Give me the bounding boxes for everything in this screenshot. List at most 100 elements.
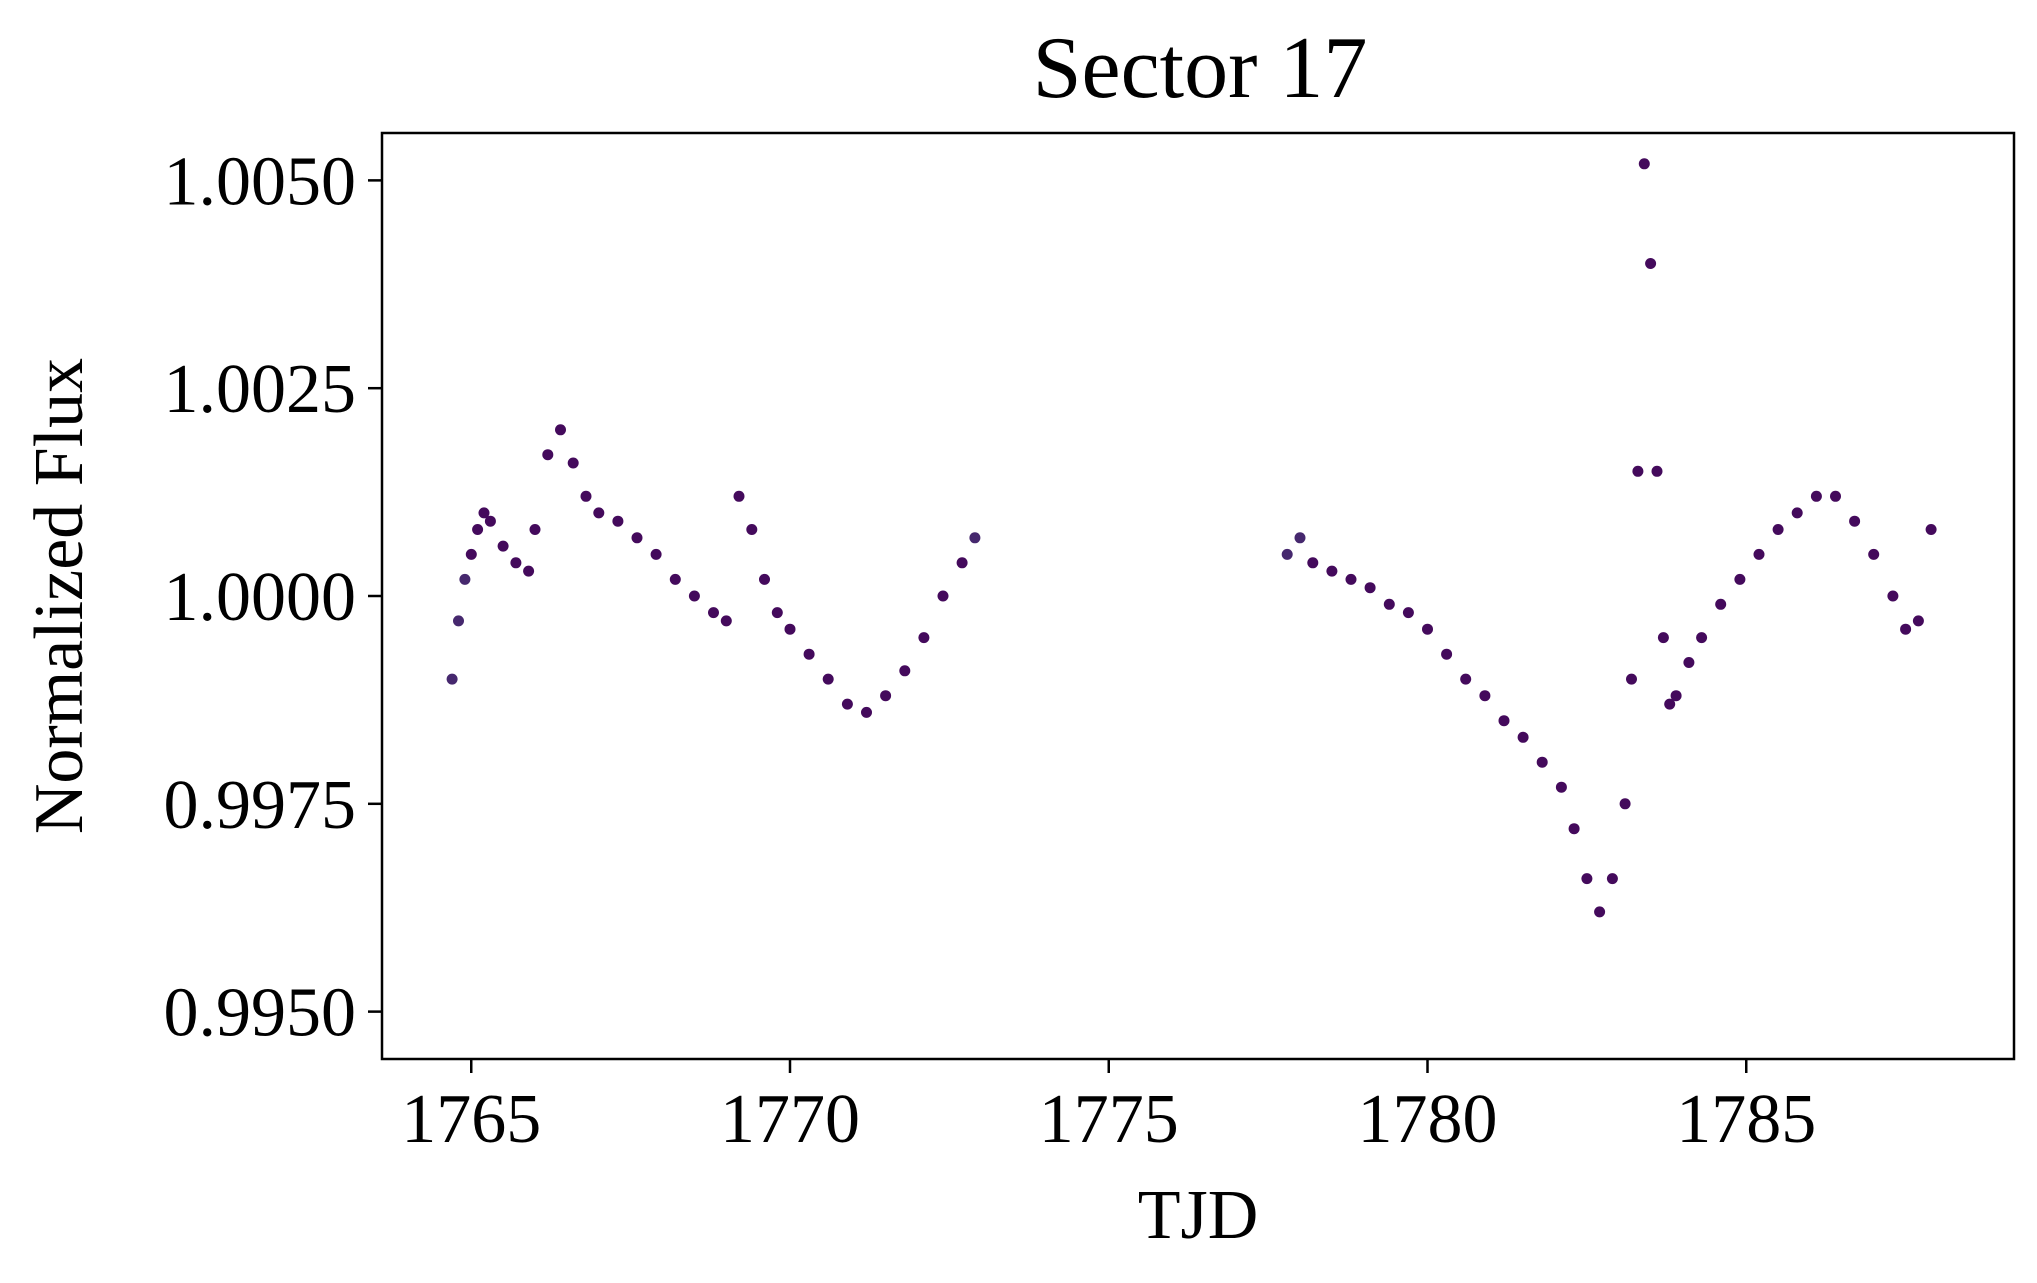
data-point <box>822 673 834 685</box>
data-point <box>1619 798 1631 810</box>
data-point <box>497 540 509 552</box>
data-point <box>1281 548 1293 560</box>
data-point <box>937 590 949 602</box>
data-point <box>669 573 681 585</box>
y-tick-label: 1.0000 <box>164 559 357 636</box>
data-point <box>1460 673 1472 685</box>
data-point <box>1479 690 1491 702</box>
data-point <box>880 690 892 702</box>
data-point <box>1606 873 1618 885</box>
data-point <box>746 524 758 535</box>
data-point <box>631 532 643 544</box>
data-point <box>1632 465 1644 477</box>
data-point <box>1294 532 1306 544</box>
chart-title: Sector 17 <box>1033 20 1368 117</box>
data-point <box>1791 507 1803 519</box>
data-point <box>1498 715 1510 727</box>
data-point <box>612 515 624 527</box>
data-point <box>446 673 458 685</box>
data-point <box>555 424 566 436</box>
data-point <box>510 557 522 569</box>
data-point <box>1364 582 1376 594</box>
x-tick-label: 1770 <box>720 1081 860 1158</box>
data-point <box>650 548 662 560</box>
x-axis: 1765 1770 1775 1780 1785 <box>401 1059 1816 1158</box>
data-point <box>688 590 700 602</box>
y-axis-label: Normalized Flux <box>21 358 98 834</box>
y-tick-label: 1.0050 <box>164 143 357 220</box>
data-point <box>1383 598 1395 610</box>
data-point <box>1830 490 1841 502</box>
data-point <box>1307 557 1319 569</box>
plot-frame <box>380 131 2016 1061</box>
data-point <box>1734 573 1746 585</box>
data-point <box>1326 565 1338 577</box>
data-point <box>956 557 968 569</box>
data-point <box>1664 698 1676 710</box>
data-point <box>484 515 496 527</box>
data-point <box>1925 524 1937 535</box>
data-point <box>1594 906 1606 918</box>
data-point <box>523 565 535 577</box>
data-point <box>1626 673 1637 685</box>
data-point <box>542 449 554 461</box>
data-point <box>1657 632 1669 644</box>
data-point <box>1670 690 1682 702</box>
data-point <box>478 507 490 519</box>
data-point <box>1441 648 1453 660</box>
data-point <box>1568 823 1580 835</box>
data-point <box>529 524 541 535</box>
data-point <box>759 573 770 585</box>
data-point <box>465 548 477 560</box>
data-point <box>1715 598 1727 610</box>
plot-area: 1765 1770 1775 1780 1785 0.9950 0.9975 1.0000 1… <box>164 131 2016 1158</box>
data-point <box>1900 623 1912 635</box>
data-point <box>593 507 605 519</box>
y-axis: 0.9950 0.9975 1.0000 1.0025 1.0050 <box>164 143 382 1052</box>
data-point <box>784 623 796 635</box>
data-point <box>1555 781 1567 793</box>
x-tick-label: 1785 <box>1676 1081 1816 1158</box>
data-point <box>1849 515 1861 527</box>
data-point <box>1645 258 1657 269</box>
data-point <box>567 457 579 469</box>
data-point <box>771 607 783 619</box>
data-point <box>1345 573 1357 585</box>
data-point <box>1581 873 1593 885</box>
y-tick-label: 0.9975 <box>164 767 357 844</box>
data-point <box>1868 548 1880 560</box>
data-point <box>708 607 719 619</box>
data-point <box>1638 158 1650 170</box>
data-point <box>453 615 464 627</box>
data-point <box>1772 524 1784 535</box>
data-point <box>1651 465 1663 477</box>
data-point <box>1536 756 1548 768</box>
x-tick-label: 1765 <box>401 1081 541 1158</box>
data-point <box>803 648 815 660</box>
data-point <box>969 532 981 544</box>
data-point <box>733 490 745 502</box>
data-point <box>841 698 853 710</box>
data-points <box>446 158 1937 918</box>
data-point <box>1810 490 1822 502</box>
data-point <box>1696 632 1708 644</box>
y-tick-label: 1.0025 <box>164 351 357 428</box>
x-tick-label: 1775 <box>1039 1081 1179 1158</box>
data-point <box>918 632 930 644</box>
y-tick-label: 0.9950 <box>164 975 357 1052</box>
data-point <box>1517 731 1529 743</box>
data-point <box>720 615 732 627</box>
data-point <box>459 573 471 585</box>
data-point <box>1887 590 1899 602</box>
x-axis-label: TJD <box>1138 1177 1259 1254</box>
data-point <box>899 665 911 677</box>
data-point <box>580 490 592 502</box>
data-point <box>1422 623 1433 635</box>
data-point <box>1753 548 1765 560</box>
data-point <box>861 706 872 718</box>
data-point <box>1402 607 1414 619</box>
data-point <box>472 524 484 535</box>
data-point <box>1912 615 1924 627</box>
x-tick-label: 1780 <box>1358 1081 1498 1158</box>
